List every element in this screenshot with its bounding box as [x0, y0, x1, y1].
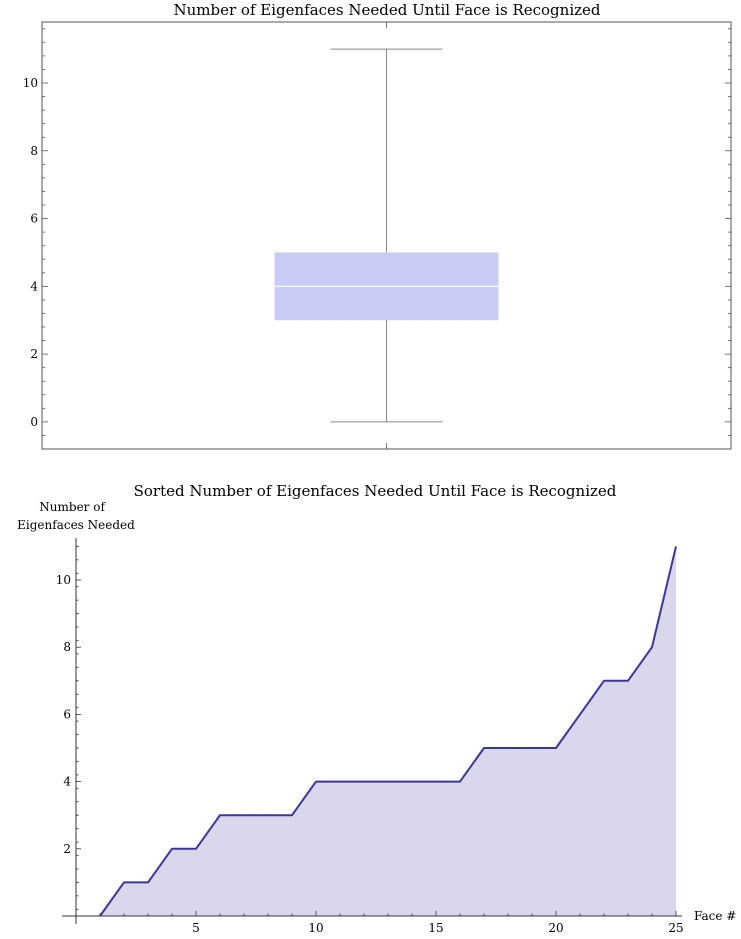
y-tick-label: 10 — [23, 76, 38, 90]
area-chart: Sorted Number of Eigenfaces Needed Until… — [17, 482, 736, 935]
y-tick-label: 10 — [56, 573, 71, 587]
y-tick-label: 4 — [63, 775, 71, 789]
y-tick-label: 4 — [30, 279, 38, 293]
x-tick-label: 20 — [548, 921, 563, 935]
x-tick-label: 5 — [192, 921, 200, 935]
box-plot-title: Number of Eigenfaces Needed Until Face i… — [173, 1, 600, 19]
y-tick-label: 8 — [63, 640, 71, 654]
box-plot-chart: Number of Eigenfaces Needed Until Face i… — [23, 1, 732, 450]
series-line — [99, 546, 677, 917]
y-tick-label: 2 — [63, 842, 71, 856]
y-axis-label: Number of Eigenfaces Needed — [17, 500, 135, 532]
x-tick-label: 10 — [308, 921, 323, 935]
y-tick-label: 8 — [30, 144, 38, 158]
x-axis-label: Face # — [694, 909, 736, 923]
area-fill — [100, 546, 676, 916]
y-axis-label-line-2: Eigenfaces Needed — [17, 518, 135, 532]
y-tick-label: 2 — [30, 347, 38, 361]
area-chart-title: Sorted Number of Eigenfaces Needed Until… — [134, 482, 617, 500]
y-tick-label: 6 — [63, 707, 71, 721]
x-tick-label: 15 — [428, 921, 443, 935]
y-axis-label-line-1: Number of — [39, 500, 106, 514]
y-tick-label: 0 — [30, 415, 38, 429]
x-tick-label: 25 — [668, 921, 683, 935]
y-tick-label: 6 — [30, 212, 38, 226]
